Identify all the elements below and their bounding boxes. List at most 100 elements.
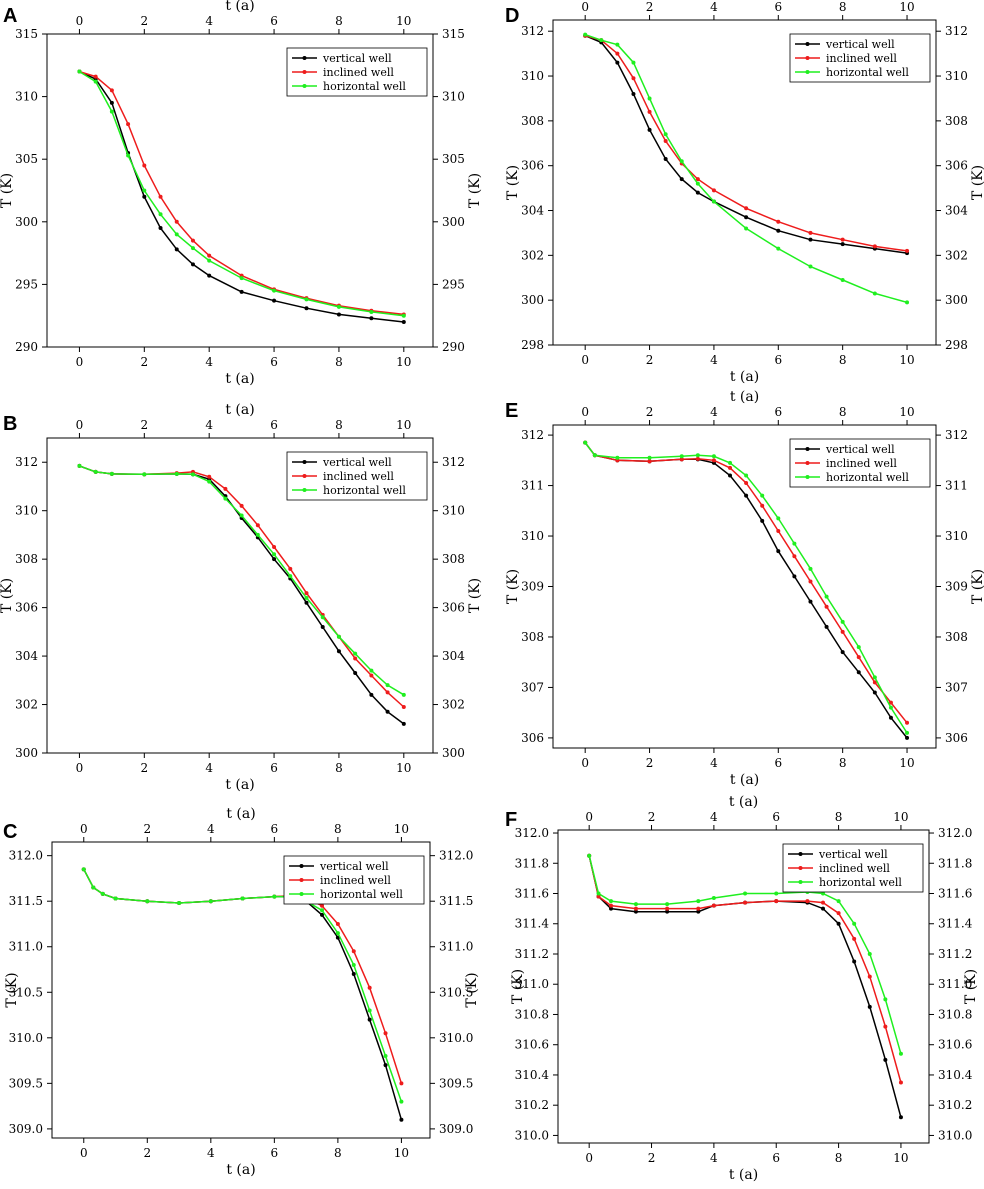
data-point xyxy=(633,902,638,907)
data-point xyxy=(836,911,841,916)
data-point xyxy=(852,936,857,941)
data-point xyxy=(744,493,749,498)
plot-frame xyxy=(46,437,434,754)
data-point xyxy=(808,230,813,235)
data-point xyxy=(353,671,358,676)
data-point xyxy=(369,668,374,673)
x-tick-label-top: 6 xyxy=(270,418,278,432)
data-point xyxy=(239,276,244,281)
data-point xyxy=(367,1008,372,1013)
data-point xyxy=(367,1017,372,1022)
x-axis-label: t (a) xyxy=(225,777,254,793)
data-point xyxy=(663,132,668,137)
data-point xyxy=(142,188,147,193)
x-tick-label-top: 8 xyxy=(335,418,343,432)
data-point xyxy=(679,159,684,164)
y-tick-label: 309 xyxy=(521,580,544,594)
data-point xyxy=(776,549,781,554)
data-point xyxy=(872,675,877,680)
data-point xyxy=(663,139,668,144)
data-point xyxy=(109,88,114,93)
legend-entry: inclined well xyxy=(826,52,897,65)
x-tick-label: 10 xyxy=(396,761,411,775)
y-tick-label-right: 302 xyxy=(945,248,968,262)
x-tick-label: 8 xyxy=(839,756,847,770)
data-point xyxy=(113,896,118,901)
data-point xyxy=(663,156,668,161)
x-tick-label-top: 8 xyxy=(835,810,843,824)
data-point xyxy=(695,177,700,182)
y-tick-label: 312 xyxy=(521,24,544,38)
data-point xyxy=(142,163,147,168)
y-tick-label: 309.0 xyxy=(9,1122,43,1136)
panel-label: E xyxy=(505,400,518,422)
data-point xyxy=(304,297,309,302)
y-axis-label-right: T (K) xyxy=(970,569,984,604)
x-tick-label: 6 xyxy=(772,1151,780,1165)
data-point xyxy=(647,459,652,464)
x-tick-label: 2 xyxy=(648,1151,656,1165)
data-point xyxy=(744,481,749,486)
legend-marker xyxy=(302,70,307,74)
data-point xyxy=(836,921,841,926)
panel-label: D xyxy=(505,5,519,27)
x-tick-label: 8 xyxy=(334,1146,342,1160)
y-tick-label: 310.2 xyxy=(515,1098,549,1112)
data-point xyxy=(824,604,829,609)
x-axis-label-top: t (a) xyxy=(225,402,254,418)
x-tick-label-top: 0 xyxy=(581,0,589,14)
data-point xyxy=(888,700,893,705)
x-tick-label-top: 6 xyxy=(270,14,278,28)
data-point xyxy=(805,899,810,904)
plot-frame xyxy=(557,829,930,1144)
data-point xyxy=(808,264,813,269)
data-point xyxy=(383,1054,388,1059)
data-point xyxy=(824,624,829,629)
data-point xyxy=(399,1099,404,1104)
y-tick-label-right: 312.0 xyxy=(439,849,473,863)
data-point xyxy=(335,931,340,936)
series-line xyxy=(588,855,902,1083)
x-tick-label-top: 2 xyxy=(646,0,654,14)
data-point xyxy=(665,906,670,911)
data-point xyxy=(821,891,825,896)
y-tick-label: 312 xyxy=(15,455,38,469)
data-point xyxy=(207,479,212,484)
x-tick-label: 4 xyxy=(205,761,213,775)
y-tick-label: 311.0 xyxy=(9,940,43,954)
y-tick-label-right: 311.6 xyxy=(938,887,972,901)
data-point xyxy=(696,909,701,914)
legend-marker xyxy=(299,878,304,882)
data-point xyxy=(867,974,872,979)
data-point xyxy=(255,532,260,537)
data-point xyxy=(760,493,765,498)
y-tick-label: 311.4 xyxy=(515,917,550,931)
y-tick-label-right: 302 xyxy=(442,698,465,712)
data-point xyxy=(872,244,877,249)
data-point xyxy=(320,908,324,913)
data-point xyxy=(320,903,324,908)
series-line xyxy=(83,868,403,1121)
y-axis-label: T (K) xyxy=(510,969,526,1004)
x-tick-label-top: 2 xyxy=(140,14,148,28)
data-point xyxy=(856,645,861,650)
x-tick-label: 4 xyxy=(205,355,213,369)
y-tick-label-right: 311.5 xyxy=(439,894,473,908)
data-point xyxy=(792,541,797,546)
y-tick-label: 310.0 xyxy=(515,1128,549,1142)
data-point xyxy=(599,38,604,43)
y-axis-label-right: T (K) xyxy=(963,969,979,1004)
y-axis-label: T (K) xyxy=(505,165,521,200)
data-point xyxy=(109,100,114,105)
y-tick-label: 302 xyxy=(15,698,38,712)
panel-label: C xyxy=(3,821,17,843)
data-point xyxy=(401,704,406,709)
data-point xyxy=(93,74,98,79)
y-tick-label-right: 300 xyxy=(945,293,968,307)
y-tick-label: 311.2 xyxy=(515,947,549,961)
x-tick-label: 6 xyxy=(271,1146,279,1160)
y-tick-label: 300 xyxy=(15,215,38,229)
data-point xyxy=(883,1057,888,1062)
x-tick-label: 4 xyxy=(710,1151,718,1165)
panel-c: C 0 0 2 2 4 4 6 6 8 8 10 10 309.0 309.0 309.5 309.5 310.0… xyxy=(3,806,480,1178)
